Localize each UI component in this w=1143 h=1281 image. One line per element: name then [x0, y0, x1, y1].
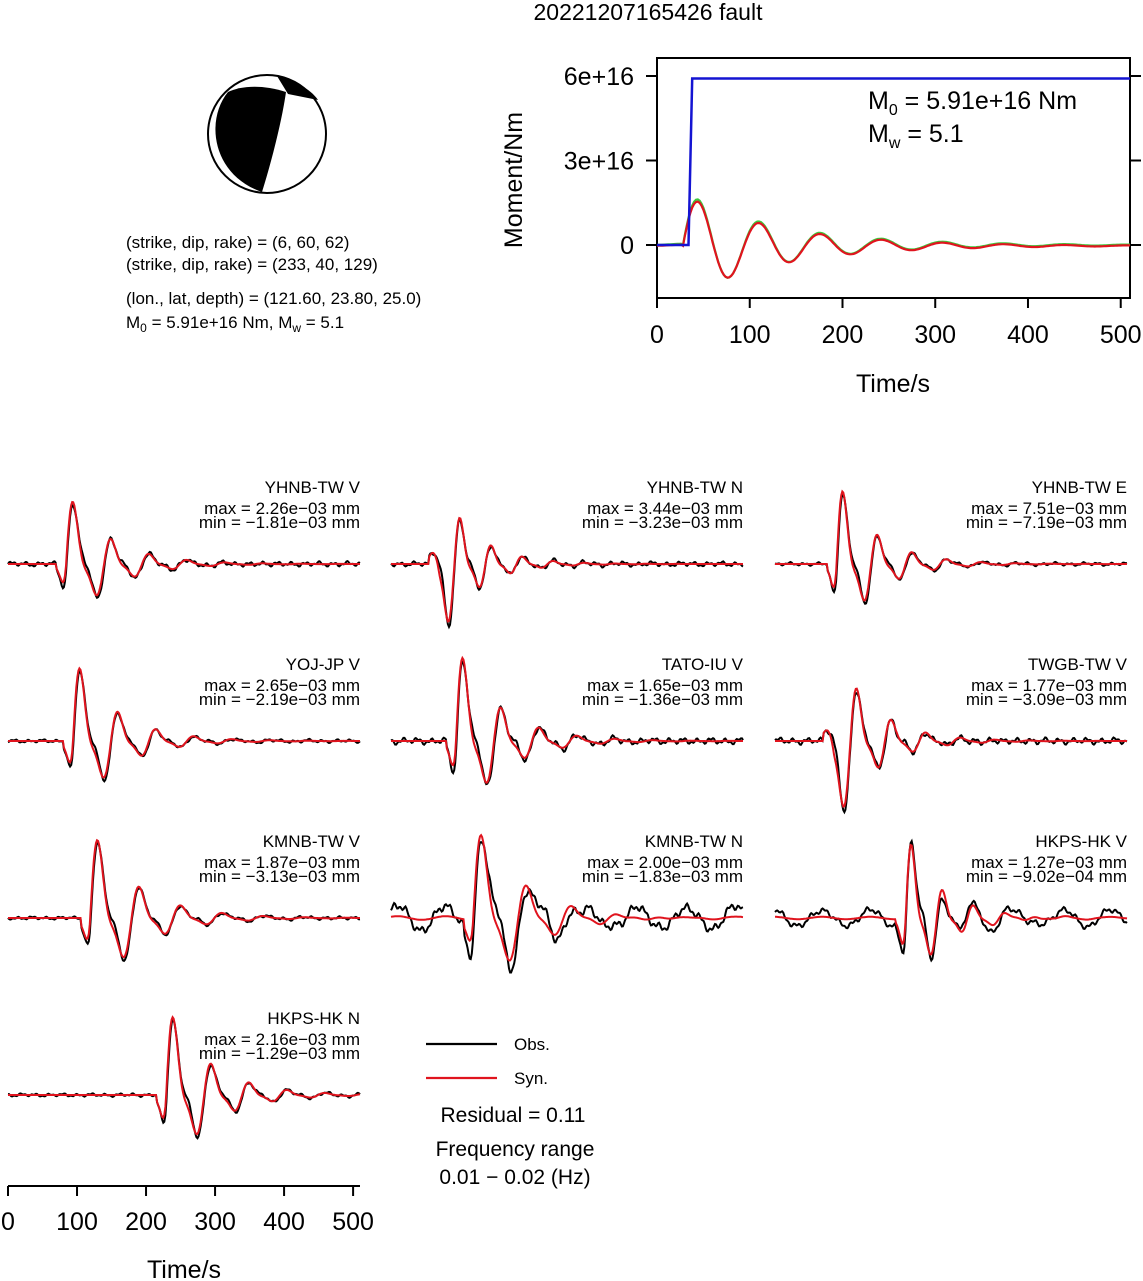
- frequency-range-value: 0.01 − 0.02 (Hz): [439, 1166, 590, 1189]
- source-info: (strike, dip, rake) = (6, 60, 62) (strik…: [126, 233, 421, 335]
- synthetic-trace: [391, 516, 743, 623]
- station-name: YHNB-TW E: [1032, 478, 1127, 497]
- frequency-range-label: Frequency range: [436, 1138, 595, 1161]
- time-axis-tick-label-3: 300: [194, 1208, 236, 1236]
- stf-wavelet-red: [656, 200, 1130, 279]
- station-name: HKPS-HK N: [267, 1009, 360, 1028]
- stf-series: [656, 77, 1130, 279]
- stf-y-tick-label-2: 6e+16: [564, 63, 634, 91]
- stf-cumulative-moment-line: [657, 77, 1130, 247]
- station-max-amplitude: max = 1.77e−03 mm: [971, 676, 1127, 695]
- station-name: KMNB-TW N: [645, 832, 743, 851]
- station-max-amplitude: max = 2.26e−03 mm: [204, 499, 360, 518]
- stf-wavelet-green: [656, 198, 1130, 279]
- time-axis-tick-label-0: 0: [1, 1208, 15, 1236]
- station-min-amplitude: min = −3.23e−03 mm: [582, 513, 743, 532]
- time-axis-tick-label-2: 200: [125, 1208, 167, 1236]
- station-max-amplitude: max = 1.65e−03 mm: [587, 676, 743, 695]
- beachball-compressional-sector-2: [277, 76, 318, 100]
- moment-rate-plot: Moment/Nm Time/s 0 3e+16 6e+16 0 100 200 300 4…: [500, 57, 1142, 398]
- stf-mw-annotation: Mw = 5.1: [868, 120, 964, 152]
- station-max-amplitude: max = 2.00e−03 mm: [587, 853, 743, 872]
- moment-magnitude-line: M0 = 5.91e+16 Nm, Mw = 5.1: [126, 313, 344, 335]
- station-min-amplitude: min = −3.09e−03 mm: [966, 690, 1127, 709]
- legend: Obs. Syn. Residual = 0.11 Frequency rang…: [426, 1035, 594, 1189]
- synthetic-trace: [775, 489, 1127, 602]
- station-min-amplitude: min = −1.81e−03 mm: [199, 513, 360, 532]
- station-name: TATO-IU V: [662, 655, 744, 674]
- waveform-time-axis: Time/s 0 100 200 300 400 500: [1, 1185, 374, 1281]
- figure-title: 20221207165426 fault: [534, 0, 764, 25]
- stf-x-tick-label-1: 100: [729, 321, 771, 349]
- synthetic-trace: [775, 843, 1128, 956]
- station-max-amplitude: max = 1.27e−03 mm: [971, 853, 1127, 872]
- station-name: TWGB-TW V: [1028, 655, 1128, 674]
- station-name: YOJ-JP V: [286, 655, 361, 674]
- station-name: KMNB-TW V: [263, 832, 361, 851]
- time-axis-label: Time/s: [147, 1256, 221, 1281]
- synthetic-trace: [8, 838, 360, 959]
- legend-syn-label: Syn.: [514, 1069, 548, 1088]
- observed-trace: [774, 692, 1128, 815]
- stf-x-tick-label-5: 500: [1100, 321, 1142, 349]
- station-min-amplitude: min = −9.02e−04 mm: [966, 867, 1127, 886]
- time-axis-tick-label-4: 400: [263, 1208, 305, 1236]
- stf-x-tick-label-2: 200: [822, 321, 864, 349]
- beachball: [207, 74, 327, 194]
- beachball-compressional-sector: [215, 86, 286, 192]
- station-name: YHNB-TW V: [265, 478, 361, 497]
- stf-x-ticks: 0 100 200 300 400 500: [650, 298, 1142, 349]
- station-max-amplitude: max = 2.65e−03 mm: [204, 676, 360, 695]
- time-axis-tick-label-1: 100: [56, 1208, 98, 1236]
- observed-trace: [390, 516, 744, 630]
- observed-trace: [390, 841, 744, 974]
- synthetic-trace: [8, 1015, 361, 1136]
- stf-plot-frame: [656, 57, 1131, 299]
- synthetic-trace: [8, 500, 360, 597]
- stf-y-ticks: 0 3e+16 6e+16: [564, 63, 1141, 260]
- station-min-amplitude: min = −7.19e−03 mm: [966, 513, 1127, 532]
- location-depth: (lon., lat, depth) = (121.60, 23.80, 25.…: [126, 289, 421, 308]
- station-max-amplitude: max = 2.16e−03 mm: [204, 1030, 360, 1049]
- stf-x-tick-label-0: 0: [650, 321, 664, 349]
- station-min-amplitude: min = −1.36e−03 mm: [582, 690, 743, 709]
- time-axis-tick-label-5: 500: [332, 1208, 374, 1236]
- synthetic-trace: [391, 655, 743, 784]
- stf-y-tick-label-1: 3e+16: [564, 148, 634, 176]
- station-max-amplitude: max = 3.44e−03 mm: [587, 499, 743, 518]
- stf-x-tick-label-3: 300: [914, 321, 956, 349]
- stf-x-axis-label: Time/s: [856, 370, 930, 398]
- nodal-plane-2: (strike, dip, rake) = (233, 40, 129): [126, 255, 378, 274]
- stf-y-tick-label-0: 0: [620, 232, 634, 260]
- station-min-amplitude: min = −2.19e−03 mm: [199, 690, 360, 709]
- stf-m0-annotation: M0 = 5.91e+16 Nm: [868, 87, 1077, 119]
- station-min-amplitude: min = −1.83e−03 mm: [582, 867, 743, 886]
- synthetic-trace: [8, 666, 360, 779]
- nodal-plane-1: (strike, dip, rake) = (6, 60, 62): [126, 233, 349, 252]
- station-name: YHNB-TW N: [647, 478, 743, 497]
- synthetic-trace: [390, 833, 744, 962]
- station-name: HKPS-HK V: [1035, 832, 1127, 851]
- stf-x-tick-label-4: 400: [1007, 321, 1049, 349]
- station-min-amplitude: min = −1.29e−03 mm: [199, 1044, 360, 1063]
- legend-obs-label: Obs.: [514, 1035, 550, 1054]
- station-min-amplitude: min = −3.13e−03 mm: [199, 867, 360, 886]
- station-max-amplitude: max = 1.87e−03 mm: [204, 853, 360, 872]
- synthetic-trace: [775, 687, 1127, 809]
- station-max-amplitude: max = 7.51e−03 mm: [971, 499, 1127, 518]
- residual-text: Residual = 0.11: [441, 1104, 586, 1127]
- stf-y-axis-label: Moment/Nm: [500, 112, 528, 248]
